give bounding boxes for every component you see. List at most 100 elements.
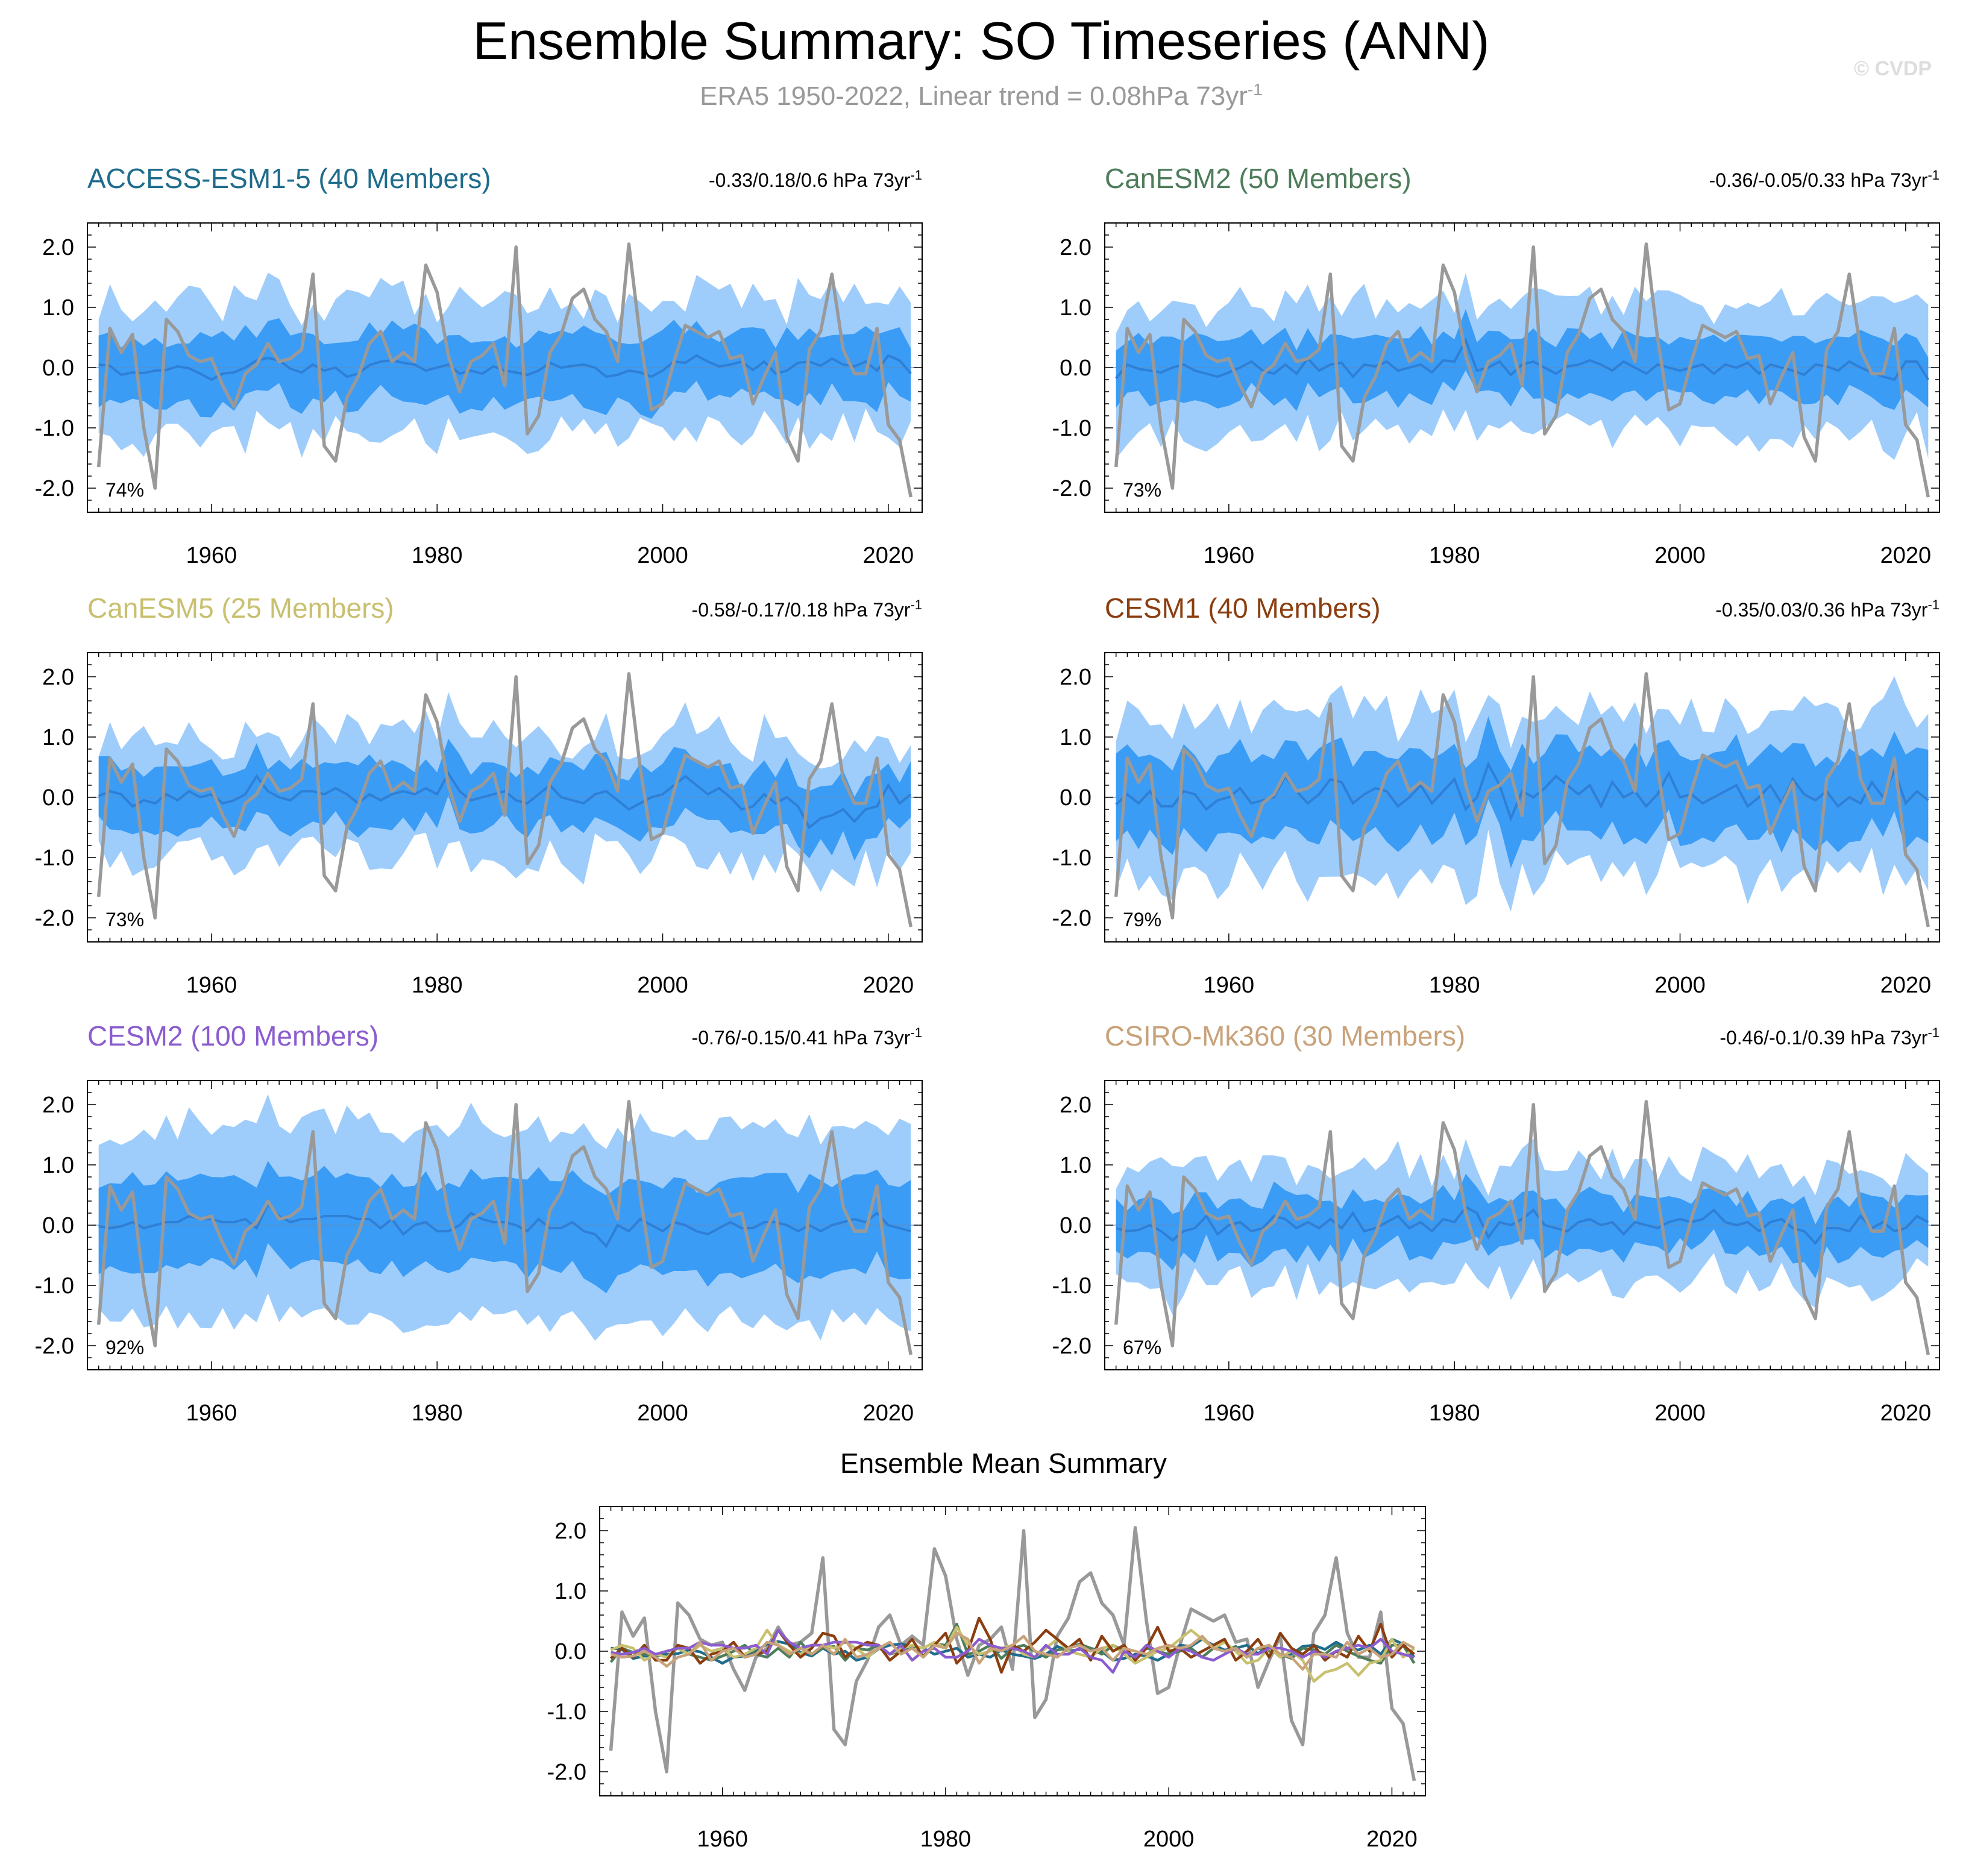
x-tick-label: 2020 [1366, 1827, 1418, 1852]
panel-cesm2: CESM2 (100 Members) -0.76/-0.15/0.41 hPa … [35, 1020, 923, 1426]
y-tick-label: 1.0 [554, 1579, 586, 1604]
x-tick-label: 1960 [1204, 543, 1255, 568]
y-tick-label: 1.0 [42, 725, 74, 750]
panel-percent: 79% [1123, 909, 1161, 930]
summary-title: Ensemble Mean Summary [840, 1448, 1167, 1479]
observation-line [1114, 242, 1930, 498]
y-tick-label: -1.0 [1052, 1273, 1091, 1299]
y-tick-label: 2.0 [554, 1519, 586, 1544]
observation-line [96, 242, 912, 498]
x-tick-label: 1980 [1429, 543, 1480, 568]
panel-csiro-mk360: CSIRO-Mk360 (30 Members) -0.46/-0.1/0.39 … [1052, 1020, 1940, 1426]
x-tick-label: 2020 [1880, 973, 1932, 998]
y-tick-label: 2.0 [42, 1093, 74, 1118]
panel-cesm1: CESM1 (40 Members) -0.35/0.03/0.36 hPa 73… [1052, 592, 1940, 998]
x-tick-label: 1980 [920, 1827, 972, 1852]
x-tick-label: 2000 [637, 1401, 688, 1426]
panel-percent: 73% [1123, 479, 1161, 501]
y-tick-label: 0.0 [42, 785, 74, 811]
panel-percent: 67% [1123, 1337, 1161, 1358]
y-tick-label: 2.0 [1060, 235, 1091, 260]
x-tick-label: 1960 [186, 973, 237, 998]
y-tick-label: -1.0 [547, 1699, 586, 1725]
panel-canesm5: CanESM5 (25 Members) -0.58/-0.17/0.18 hPa… [35, 592, 923, 998]
y-tick-label: -1.0 [1052, 845, 1091, 871]
y-tick-label: 2.0 [1060, 1093, 1091, 1118]
y-tick-label: 0.0 [554, 1639, 586, 1664]
panel-trend: -0.46/-0.1/0.39 hPa 73yr-1 [1720, 1025, 1939, 1049]
spread-25-75-band [1116, 309, 1929, 412]
x-tick-label: 2020 [863, 1401, 914, 1426]
panel-trend: -0.33/0.18/0.6 hPa 73yr-1 [709, 168, 922, 191]
observation-line [96, 1100, 912, 1355]
panel-trend-exponent: -1 [910, 168, 922, 183]
panel-trend-value: -0.76/-0.15/0.41 hPa 73yr [692, 1027, 911, 1049]
x-tick-label: 2000 [637, 543, 688, 568]
y-tick-label: -1.0 [1052, 416, 1091, 441]
panel-trend-value: -0.58/-0.17/0.18 hPa 73yr [692, 599, 911, 621]
panels: ACCESS-ESM1-5 (40 Members) -0.33/0.18/0.6… [35, 163, 1940, 1852]
x-tick-label: 2000 [1654, 973, 1706, 998]
panel-canesm2: CanESM2 (50 Members) -0.36/-0.05/0.33 hPa… [1052, 163, 1940, 568]
y-tick-label: 2.0 [42, 235, 74, 260]
panel-trend: -0.58/-0.17/0.18 hPa 73yr-1 [692, 597, 922, 621]
ensemble-mean-line [1115, 761, 1929, 822]
panel-trend-value: -0.33/0.18/0.6 hPa 73yr [709, 169, 911, 191]
panel-trend-exponent: -1 [910, 597, 922, 612]
observation-line [1114, 672, 1930, 927]
panel-percent: 92% [105, 1337, 144, 1358]
y-tick-label: -1.0 [35, 416, 74, 441]
panel-title: CanESM2 (50 Members) [1105, 163, 1412, 194]
panel-trend: -0.35/0.03/0.36 hPa 73yr-1 [1715, 597, 1939, 621]
panel-title: CESM2 (100 Members) [87, 1020, 378, 1052]
y-tick-label: 0.0 [1060, 1213, 1091, 1238]
summary-mean-line-csiro-mk360 [610, 1631, 1415, 1671]
panel-title: CSIRO-Mk360 (30 Members) [1105, 1020, 1465, 1052]
x-tick-label: 2000 [1654, 1401, 1706, 1426]
y-tick-label: -2.0 [1052, 1334, 1091, 1359]
y-tick-label: -2.0 [1052, 906, 1091, 931]
panel-trend-value: -0.36/-0.05/0.33 hPa 73yr [1709, 169, 1928, 191]
x-tick-label: 2020 [1880, 543, 1932, 568]
panel-trend-exponent: -1 [1927, 597, 1939, 612]
figure-subtitle: ERA5 1950-2022, Linear trend = 0.08hPa 7… [700, 80, 1263, 111]
y-tick-label: 1.0 [1060, 295, 1091, 321]
y-tick-label: -2.0 [547, 1760, 586, 1785]
ensemble-mean-line [98, 771, 912, 830]
x-tick-label: 1960 [186, 1401, 237, 1426]
ensemble-mean-line [1116, 1205, 1929, 1246]
y-tick-label: 1.0 [1060, 725, 1091, 750]
observation-line [96, 672, 912, 927]
x-tick-label: 1960 [1204, 973, 1255, 998]
y-tick-label: 1.0 [42, 1153, 74, 1178]
y-tick-label: 0.0 [1060, 356, 1091, 381]
panel-access-esm1-5: ACCESS-ESM1-5 (40 Members) -0.33/0.18/0.6… [35, 163, 923, 568]
x-tick-label: 2000 [637, 973, 688, 998]
y-tick-label: -2.0 [35, 476, 74, 501]
panel-percent: 73% [105, 909, 144, 930]
figure-title: Ensemble Summary: SO Timeseries (ANN) [473, 11, 1489, 71]
x-tick-label: 1980 [412, 543, 463, 568]
panel-ensemble-mean-summary: Ensemble Mean Summary 2.0 1.0 0.0 -1.0 -2.0 19… [547, 1448, 1426, 1852]
y-tick-label: -2.0 [35, 1334, 74, 1359]
x-tick-label: 2000 [1143, 1827, 1195, 1852]
x-tick-label: 2020 [863, 973, 914, 998]
panel-percent: 74% [105, 479, 144, 501]
y-tick-label: 0.0 [42, 356, 74, 381]
y-tick-label: 1.0 [42, 295, 74, 321]
panel-trend-value: -0.35/0.03/0.36 hPa 73yr [1715, 599, 1928, 621]
panel-trend-value: -0.46/-0.1/0.39 hPa 73yr [1720, 1027, 1927, 1049]
y-tick-label: -1.0 [35, 1273, 74, 1299]
ensemble-mean-line [1115, 337, 1929, 381]
y-tick-label: -2.0 [1052, 476, 1091, 501]
y-tick-label: 2.0 [42, 665, 74, 690]
panel-trend: -0.36/-0.05/0.33 hPa 73yr-1 [1709, 168, 1939, 191]
panel-title: ACCESS-ESM1-5 (40 Members) [87, 163, 491, 194]
panel-title: CanESM5 (25 Members) [87, 592, 394, 624]
y-tick-label: -2.0 [35, 906, 74, 931]
x-tick-label: 1980 [1429, 1401, 1480, 1426]
panel-trend-exponent: -1 [1927, 168, 1939, 183]
panel-trend: -0.76/-0.15/0.41 hPa 73yr-1 [692, 1025, 922, 1049]
x-tick-label: 1980 [1429, 973, 1480, 998]
